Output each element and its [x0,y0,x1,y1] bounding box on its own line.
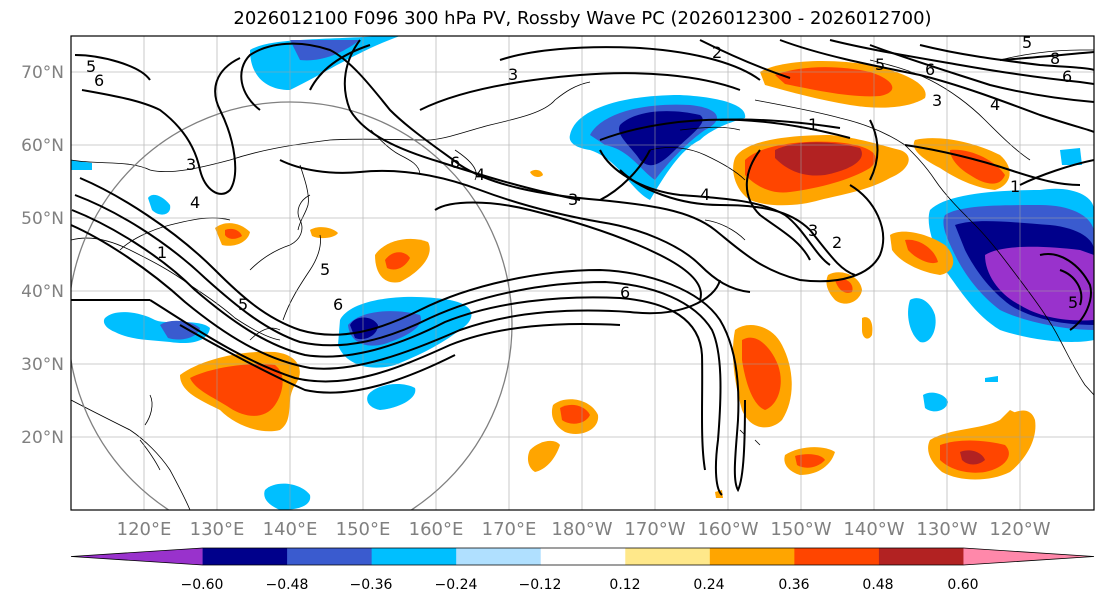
contour-label: 6 [1062,67,1072,86]
colorbar [70,547,1095,566]
colorbar-tick-labels: −0.60 −0.48 −0.36 −0.24 −0.12 0.12 0.24 … [181,577,979,593]
lat-label: 70°N [21,63,64,83]
contour-label: 6 [450,153,460,172]
contour-label: 3 [568,190,578,209]
contour-label: 4 [475,165,485,184]
colorbar-segment [371,548,457,565]
lon-label: 150°E [336,519,391,540]
latitude-labels: 70°N 60°N 50°N 40°N 30°N 20°N [21,63,64,448]
lat-label: 50°N [21,209,64,229]
contour-label: 8 [1050,49,1060,68]
lon-label: 170°E [482,519,537,540]
contour-label: 3 [932,91,942,110]
contour-label: 6 [94,71,104,90]
colorbar-segment [878,548,964,565]
contour-label: 5 [1022,33,1032,52]
lon-label: 160°E [409,519,464,540]
contour-label: 4 [990,95,1000,114]
lon-label: 170°W [624,519,685,540]
lat-label: 30°N [21,355,64,375]
contour-label: 1 [808,115,818,134]
contour-label: 1 [157,243,167,262]
contour-labels: 5 6 3 4 1 5 5 6 6 4 3 3 2 1 4 3 2 5 6 3 … [86,33,1078,314]
lat-label: 40°N [21,282,64,302]
colorbar-segment [794,548,880,565]
contour-label: 5 [320,260,330,279]
lon-label: 120°E [117,519,172,540]
contour-label: 5 [86,57,96,76]
lon-label: 160°W [697,519,758,540]
colorbar-tick-label: −0.24 [435,577,478,593]
lon-label: 180°W [551,519,612,540]
contour-label: 4 [190,193,200,212]
lon-label: 140°E [263,519,318,540]
lon-label: 120°W [989,519,1050,540]
contour-label: 2 [832,233,842,252]
contour-label: 3 [808,221,818,240]
map-title: 2026012100 F096 300 hPa PV, Rossby Wave … [233,8,932,29]
negative-anomaly-shading [71,36,1094,510]
colorbar-tick-label: 0.36 [778,577,809,593]
contour-label: 5 [1068,293,1078,312]
contour-label: 6 [925,60,935,79]
colorbar-tick-label: 0.60 [947,577,978,593]
lon-label: 150°W [770,519,831,540]
colorbar-tick-label: 0.12 [609,577,640,593]
coastlines [71,49,1094,510]
colorbar-segment [540,548,626,565]
colorbar-tick-label: −0.36 [350,577,393,593]
colorbar-tick-label: 0.48 [862,577,893,593]
lon-label: 130°W [916,519,977,540]
colorbar-segment [709,548,795,565]
colorbar-tick-label: −0.60 [181,577,224,593]
colorbar-segment [71,548,203,565]
lon-label: 140°W [843,519,904,540]
colorbar-segment [625,548,711,565]
colorbar-segment [202,548,288,565]
colorbar-segment [456,548,542,565]
colorbar-segment [287,548,373,565]
contour-label: 6 [333,295,343,314]
graticule [71,36,1094,510]
lat-label: 20°N [21,428,64,448]
plot-frame [70,35,1095,511]
colorbar-tick-label: 0.24 [693,577,724,593]
colorbar-outline [70,547,1095,566]
colorbar-tick-label: −0.12 [519,577,562,593]
contour-label: 3 [508,65,518,84]
contour-label: 6 [620,283,630,302]
colorbar-segment [963,548,1094,565]
target-region-circle [71,101,513,510]
colorbar-tick-label: −0.48 [266,577,309,593]
lat-label: 60°N [21,136,64,156]
contour-label: 1 [1010,177,1020,196]
longitude-labels: 120°E 130°E 140°E 150°E 160°E 170°E 180°… [117,519,1051,540]
contour-label: 4 [700,185,710,204]
contour-label: 2 [712,43,722,62]
lon-label: 130°E [190,519,245,540]
pv-contours [71,39,1094,496]
contour-label: 3 [186,155,196,174]
contour-label: 5 [875,55,885,74]
contour-label: 5 [238,295,248,314]
